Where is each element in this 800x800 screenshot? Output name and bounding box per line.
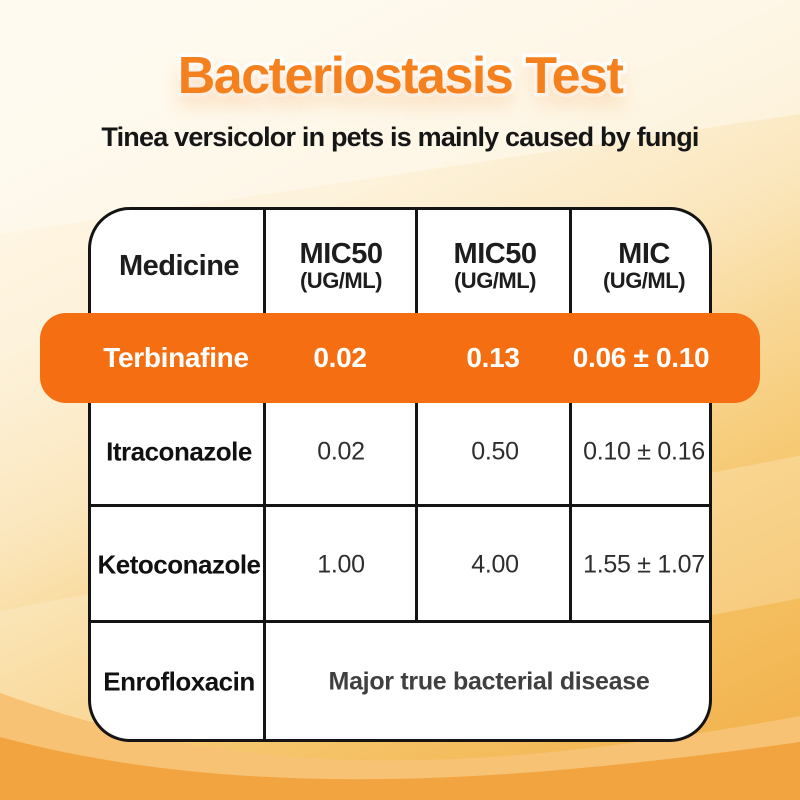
column-header-mic50-a-unit: (UG/ML) — [299, 268, 383, 293]
column-header-mic50-b-unit: (UG/ML) — [453, 268, 537, 293]
medicine-name-ketoconazole: Ketoconazole — [97, 549, 261, 580]
column-divider-2 — [415, 210, 418, 620]
value-terbinafine-mic50-a: 0.02 — [313, 342, 367, 373]
column-divider-3 — [569, 210, 572, 620]
value-ketoconazole-mic50-b: 4.00 — [471, 550, 519, 579]
value-itraconazole-mic50-b: 0.50 — [471, 437, 519, 466]
medicine-name-itraconazole: Itraconazole — [106, 436, 252, 467]
medicine-name-enrofloxacin: Enrofloxacin — [103, 666, 255, 697]
highlighted-row-terbinafine: Terbinafine 0.02 0.13 0.06 ± 0.10 — [40, 313, 760, 403]
value-itraconazole-mic50-a: 0.02 — [317, 437, 365, 466]
column-header-mic: MIC (UG/ML) — [602, 238, 686, 293]
column-divider-1 — [263, 210, 266, 739]
column-header-mic50-b: MIC50 (UG/ML) — [454, 239, 537, 293]
column-header-mic-label: MIC — [618, 238, 670, 270]
column-header-mic-unit: (UG/ML) — [602, 268, 686, 293]
column-header-mic50-a-label: MIC50 — [299, 238, 383, 270]
merged-note-enrofloxacin: Major true bacterial disease — [328, 667, 650, 696]
page-title: Bacteriostasis Test — [174, 44, 627, 109]
row-divider-2 — [91, 620, 709, 623]
medicine-name-terbinafine: Terbinafine — [103, 342, 249, 373]
column-header-medicine: Medicine — [118, 250, 240, 282]
value-ketoconazole-mic: 1.55 ± 1.07 — [583, 550, 705, 579]
value-terbinafine-mic50-b: 0.13 — [466, 342, 520, 373]
value-terbinafine-mic: 0.06 ± 0.10 — [572, 342, 710, 373]
column-header-mic50-a: MIC50 (UG/ML) — [300, 239, 383, 293]
column-header-mic50-b-label: MIC50 — [453, 238, 537, 270]
value-ketoconazole-mic50-a: 1.00 — [317, 550, 365, 579]
value-itraconazole-mic: 0.10 ± 0.16 — [583, 437, 705, 466]
column-header-medicine-label: Medicine — [118, 250, 240, 282]
page-subtitle: Tinea versicolor in pets is mainly cause… — [101, 122, 699, 152]
results-table: Medicine MIC50 (UG/ML) MIC50 (UG/ML) MIC… — [88, 207, 712, 742]
row-divider-1 — [91, 504, 709, 507]
